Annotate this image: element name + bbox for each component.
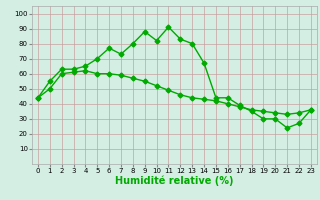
X-axis label: Humidité relative (%): Humidité relative (%) xyxy=(115,176,234,186)
